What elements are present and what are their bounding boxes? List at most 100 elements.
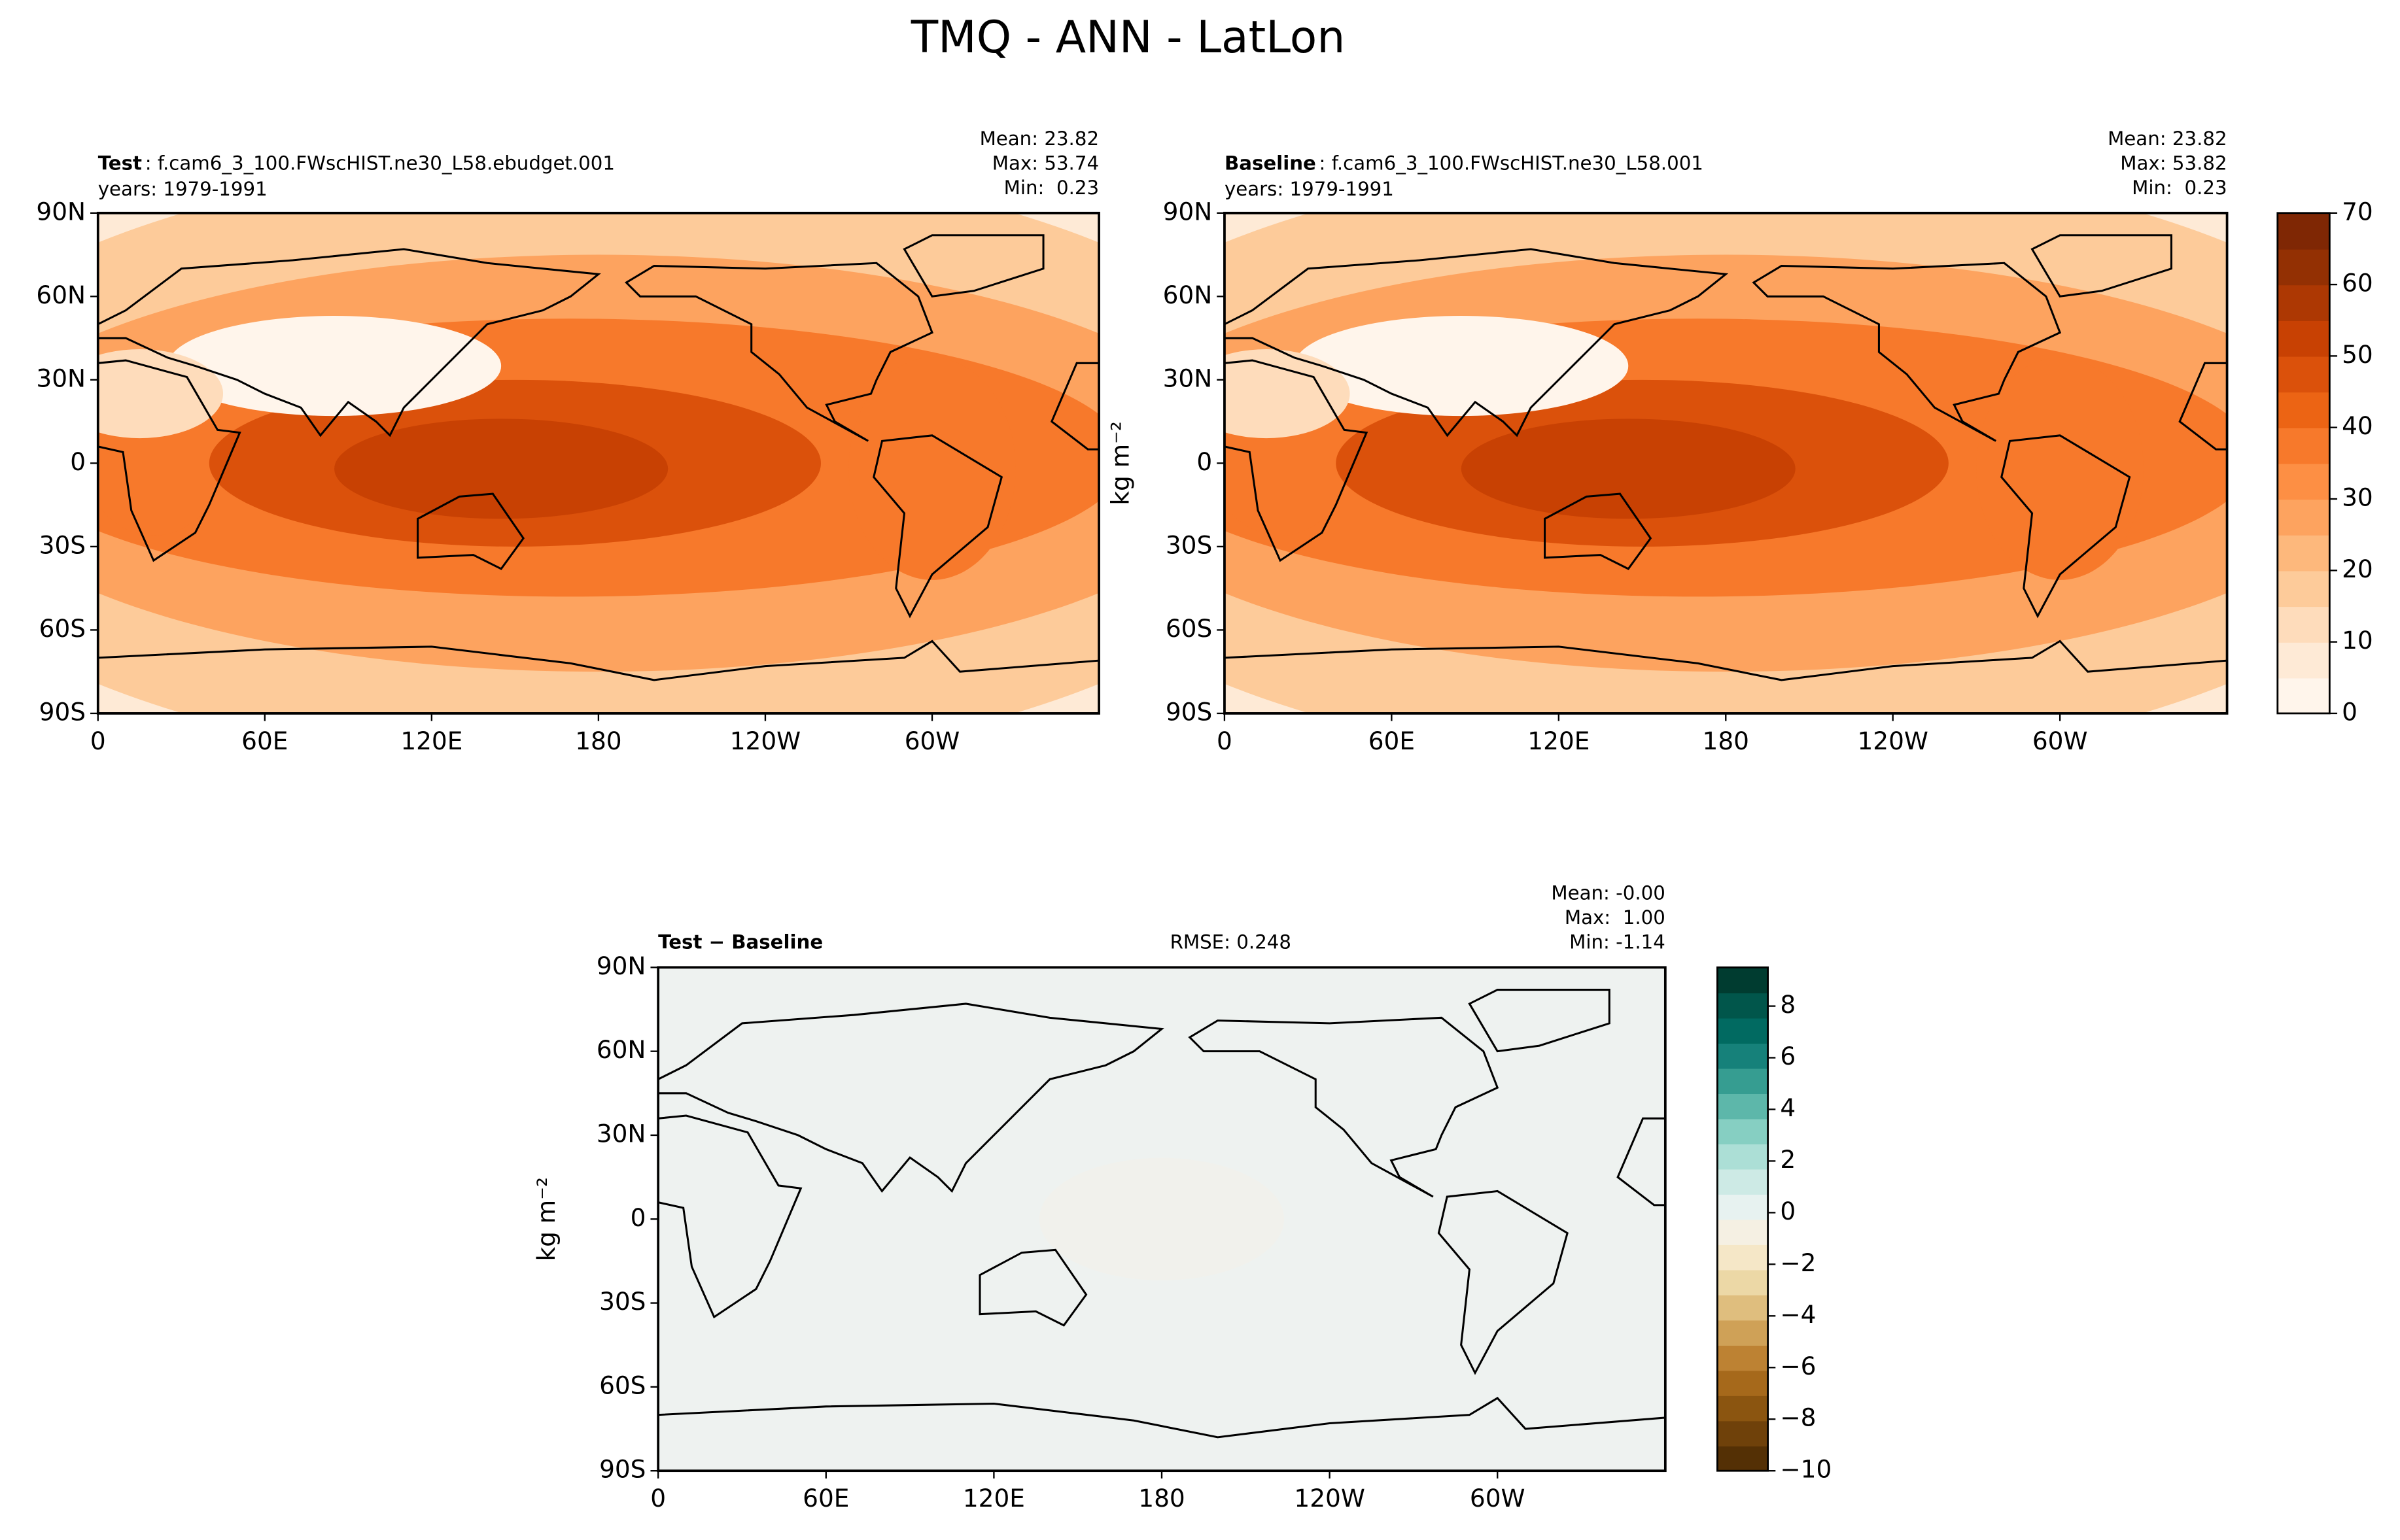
coastline: [1188, 1016, 1499, 1198]
colorbar-tick-label: 60: [2342, 269, 2373, 298]
x-tick-label: 180: [1703, 727, 1749, 755]
field-contour: [848, 357, 1016, 580]
field-contour: [334, 419, 669, 519]
field-contour: [97, 349, 224, 439]
colorbar-tick-label: 8: [1780, 990, 1796, 1019]
colorbar-band: [1717, 1219, 1768, 1245]
coastline: [1224, 640, 2227, 713]
field-contour: [1461, 419, 1796, 519]
colorbar-band: [1717, 1445, 1768, 1472]
coastline: [979, 1248, 1088, 1327]
colorbar-tick-label: 4: [1780, 1093, 1796, 1122]
y-tick-label: 90S: [39, 697, 86, 726]
coastline: [624, 262, 933, 442]
field-contour: [167, 316, 502, 417]
colorbar-band: [2277, 534, 2330, 572]
y-tick-label: 60N: [1163, 281, 1213, 309]
coastline: [97, 640, 1100, 713]
y-tick-label: 90N: [1163, 197, 1213, 226]
coastline: [1752, 262, 2062, 442]
coastline: [97, 248, 601, 437]
y-tick-label: 60N: [597, 1035, 646, 1064]
panel-stat: Mean: 23.82: [980, 128, 1100, 150]
colorbar-band: [1717, 1244, 1768, 1271]
x-tick-label: 60W: [905, 727, 960, 755]
colorbar-band: [2277, 356, 2330, 393]
x-tick-label: 120W: [1294, 1484, 1365, 1513]
panel-years: years: 1979-1991: [98, 178, 268, 200]
colorbar-band: [1717, 1169, 1768, 1195]
coastline: [658, 1114, 803, 1319]
x-tick-label: 60E: [241, 727, 288, 755]
colorbar-band: [1717, 1269, 1768, 1295]
colorbar-tick-label: 0: [1780, 1197, 1796, 1225]
coastline: [658, 1397, 1665, 1471]
map-field: [97, 213, 1100, 713]
coastline: [1437, 1189, 1569, 1375]
colorbar-band: [1717, 1395, 1768, 1422]
colorbar-band: [1717, 967, 1768, 994]
coastline: [1224, 359, 1368, 562]
colorbar-band: [1717, 1118, 1768, 1144]
x-tick-label: 120E: [963, 1484, 1025, 1513]
y-tick-label: 0: [631, 1203, 646, 1232]
x-tick-label: 60E: [803, 1484, 849, 1513]
coastline: [903, 234, 1045, 298]
field-contour: [1039, 1157, 1285, 1280]
x-tick-label: 180: [1138, 1484, 1185, 1513]
panel-stat: Mean: -0.00: [1551, 882, 1665, 904]
colorbar-band: [1717, 1018, 1768, 1044]
colorbar-band: [2277, 677, 2330, 715]
colorbar-band: [1717, 1420, 1768, 1446]
field-contour: [1224, 349, 1350, 439]
colorbar-band: [1717, 1344, 1768, 1371]
panel-subtitle: : f.cam6_3_100.FWscHIST.ne30_L58.001: [1319, 152, 1703, 174]
coastline: [873, 434, 1003, 619]
y-tick-label: 60N: [36, 281, 86, 309]
panel-title: Baseline: [1225, 152, 1316, 174]
colorbar-band: [2277, 213, 2330, 250]
panel-rmse: RMSE: 0.248: [1170, 931, 1291, 953]
panel-title: Test: [98, 152, 142, 174]
y-tick-label: 90S: [1166, 697, 1212, 726]
colorbar-tick-label: 0: [2342, 697, 2357, 726]
panel-stat: Max: 53.82: [2120, 152, 2227, 174]
colorbar-band: [2277, 248, 2330, 286]
colorbar-frame: [1716, 966, 1769, 1472]
coastline: [2000, 434, 2131, 619]
colorbar-frame: [2276, 212, 2331, 715]
field-contour: [1294, 316, 1629, 417]
x-tick-label: 60W: [1470, 1484, 1525, 1513]
colorbar-band: [2277, 570, 2330, 607]
y-tick-label: 90N: [597, 951, 646, 980]
colorbar-band: [1717, 1294, 1768, 1321]
x-tick-label: 120E: [1527, 727, 1590, 755]
y-tick-label: 30S: [599, 1287, 646, 1316]
colorbar-tick-label: −10: [1780, 1455, 1832, 1484]
colorbar-band: [1717, 992, 1768, 1019]
map-field: [658, 967, 1665, 1471]
colorbar-tick-label: −8: [1780, 1403, 1816, 1432]
x-tick-label: 120W: [730, 727, 801, 755]
colorbar-band: [1717, 1068, 1768, 1094]
colorbar-band: [1717, 1042, 1768, 1069]
colorbar-band: [2277, 642, 2330, 679]
coastline: [2030, 234, 2172, 298]
colorbar-tick-label: −6: [1780, 1352, 1816, 1380]
colorbar-tick-label: 10: [2342, 626, 2373, 655]
y-tick-label: 60S: [1166, 614, 1212, 643]
coastline: [417, 492, 525, 570]
x-tick-label: 180: [575, 727, 621, 755]
coastline: [2178, 362, 2227, 451]
colorbar-band: [1717, 1193, 1768, 1220]
panel-stat: Min: -1.14: [1569, 931, 1665, 953]
y-tick-label: 30S: [1166, 530, 1212, 559]
y-tick-label: 30N: [36, 364, 86, 392]
colorbar-band: [2277, 392, 2330, 428]
colorbar-tick-label: 6: [1780, 1042, 1796, 1070]
map-field: [1224, 213, 2227, 713]
x-tick-label: 0: [650, 1484, 666, 1513]
panel-stat: Max: 53.74: [992, 152, 1099, 174]
units-label: kg m⁻²: [1106, 421, 1135, 505]
coastline: [1224, 248, 1729, 437]
